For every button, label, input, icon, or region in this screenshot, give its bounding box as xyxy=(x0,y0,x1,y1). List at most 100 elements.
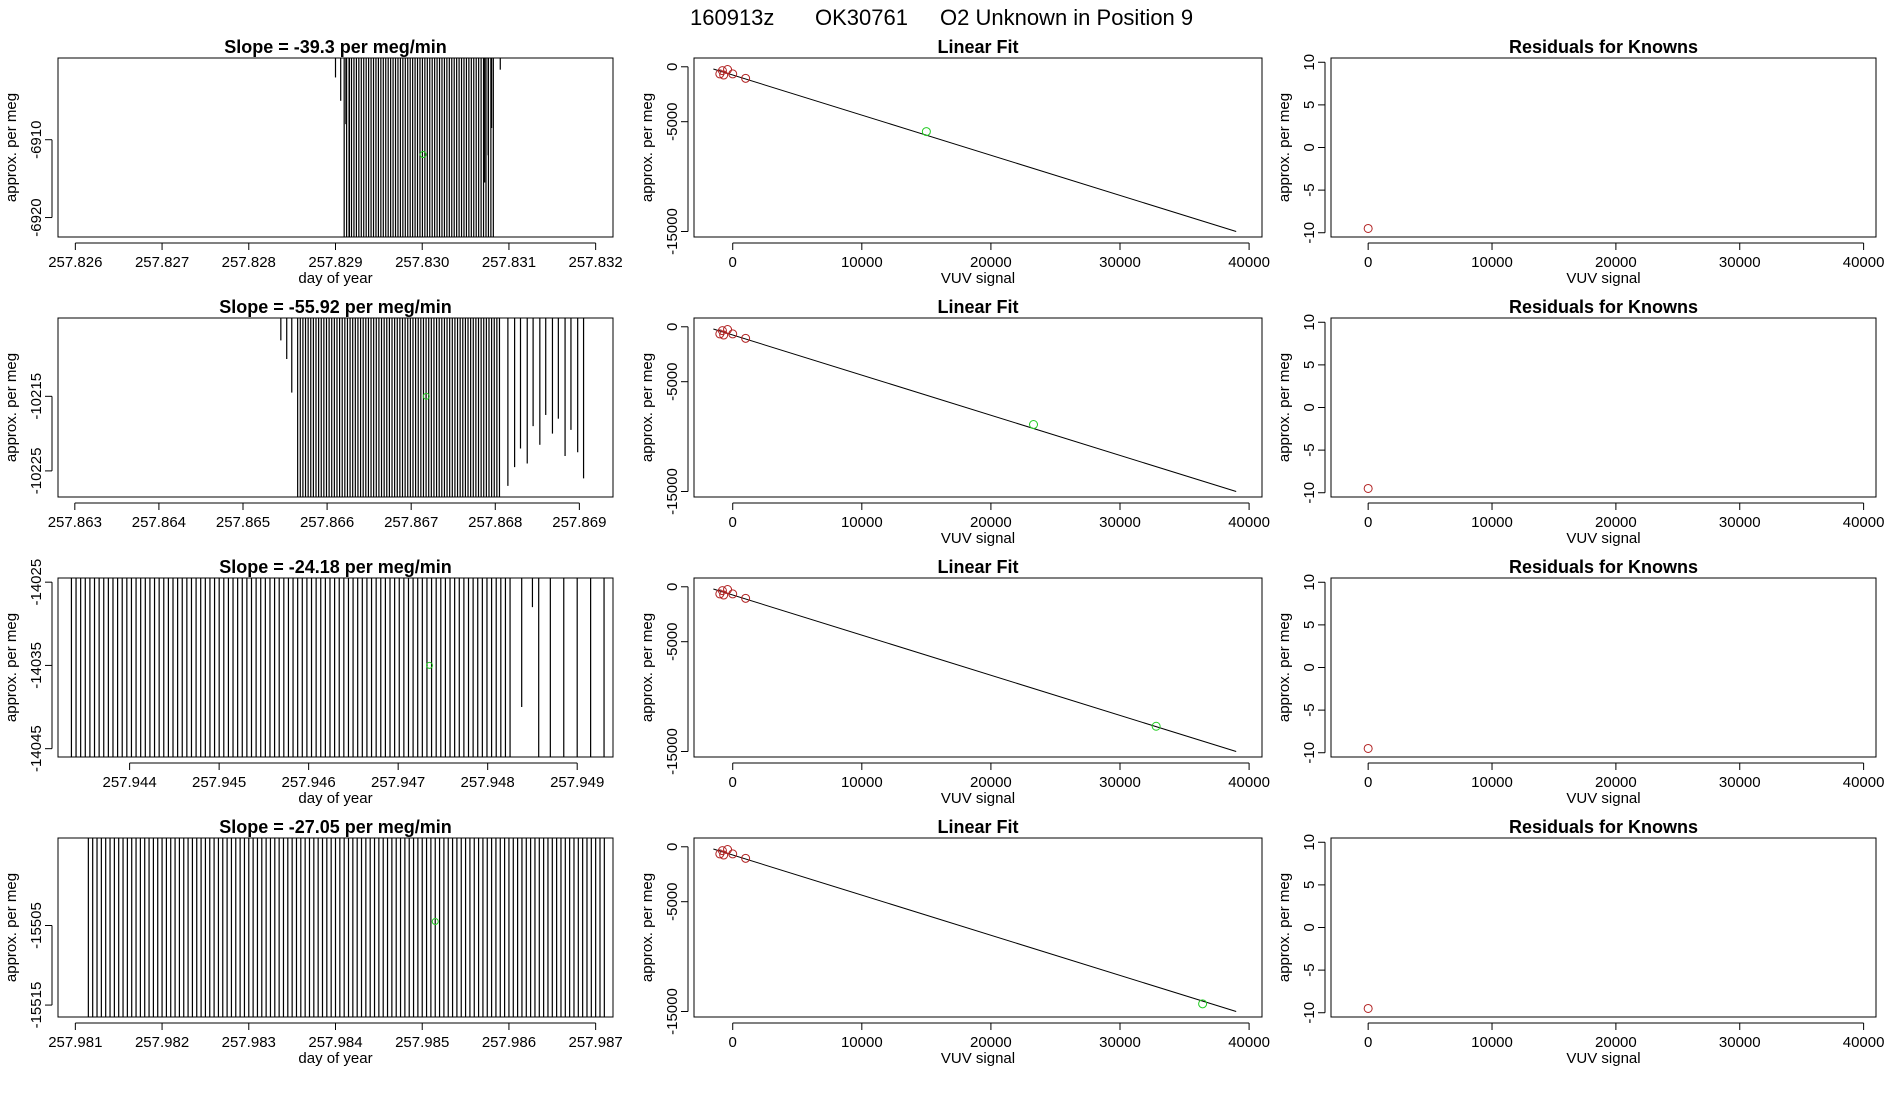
chart-panel-fit-row3: Linear Fit 0 10000 20000 30000 40000 VUV signa… xyxy=(639,557,1270,807)
y-axis-label: approx. per meg xyxy=(639,873,656,982)
y-tick-label: -5 xyxy=(1301,443,1318,456)
known-point xyxy=(728,69,738,79)
x-axis: 0 10000 20000 30000 40000 xyxy=(1364,242,1884,271)
y-axis-label: approx. per meg xyxy=(3,93,20,202)
y-tick-label: -15000 xyxy=(664,468,681,515)
y-axis: -15505 -15515 xyxy=(28,902,53,1028)
x-tick-label: 257.986 xyxy=(482,1034,536,1051)
x-tick-label: 0 xyxy=(729,254,737,271)
known-point xyxy=(741,73,751,83)
x-tick-label: 10000 xyxy=(841,1034,883,1051)
x-tick-label: 0 xyxy=(729,514,737,531)
unknown-point xyxy=(921,127,931,137)
y-tick-label: 0 xyxy=(664,323,681,331)
residual-point xyxy=(1363,743,1373,753)
x-axis-label: VUV signal xyxy=(1566,1050,1640,1067)
plot-area xyxy=(334,58,501,237)
unknown-point xyxy=(1029,420,1039,430)
x-tick-label: 20000 xyxy=(1595,1034,1637,1051)
fit-line xyxy=(713,848,1237,1012)
plot-frame xyxy=(693,317,1263,498)
y-tick-label: -15505 xyxy=(28,902,45,949)
x-tick-label: 257.948 xyxy=(461,774,515,791)
known-point xyxy=(717,586,727,596)
y-axis: 0 -5000 -15000 xyxy=(664,63,689,255)
x-tick-label: 40000 xyxy=(1228,254,1270,271)
known-point xyxy=(723,65,733,75)
x-tick-label: 30000 xyxy=(1099,254,1141,271)
plot-area xyxy=(713,65,1237,232)
plot-area xyxy=(1363,743,1373,753)
x-axis-label: day of year xyxy=(298,270,372,287)
x-tick-label: 20000 xyxy=(970,774,1012,791)
y-tick-label: -10225 xyxy=(28,448,45,495)
plot-frame xyxy=(57,317,614,498)
x-tick-label: 257.985 xyxy=(395,1034,449,1051)
y-axis-label: approx. per meg xyxy=(1276,613,1293,722)
x-tick-label: 257.831 xyxy=(482,254,536,271)
panel-title: Slope = -55.92 per meg/min xyxy=(219,297,452,317)
plot-frame xyxy=(57,577,614,758)
x-tick-label: 20000 xyxy=(1595,254,1637,271)
known-point xyxy=(741,333,751,343)
panel-title: Slope = -27.05 per meg/min xyxy=(219,817,452,837)
x-axis: 257.981 257.982 257.983 257.984 257.985 257.9… xyxy=(48,1022,623,1051)
x-tick-label: 257.945 xyxy=(192,774,246,791)
x-axis: 0 10000 20000 30000 40000 xyxy=(729,762,1270,791)
y-axis-label: approx. per meg xyxy=(639,613,656,722)
x-tick-label: 30000 xyxy=(1099,1034,1141,1051)
x-tick-label: 257.984 xyxy=(308,1034,362,1051)
x-tick-label: 30000 xyxy=(1099,514,1141,531)
plot-frame xyxy=(1330,317,1877,498)
y-tick-label: -10 xyxy=(1301,1002,1318,1024)
x-axis: 0 10000 20000 30000 40000 xyxy=(1364,762,1884,791)
y-tick-label: 0 xyxy=(664,63,681,71)
x-tick-label: 257.866 xyxy=(300,514,354,531)
chart-panel-fit-row4: Linear Fit 0 10000 20000 30000 40000 VUV signa… xyxy=(639,817,1270,1067)
unknown-point xyxy=(1198,999,1208,1009)
x-tick-label: 20000 xyxy=(970,254,1012,271)
x-tick-label: 30000 xyxy=(1719,1034,1761,1051)
panel-title: Residuals for Knowns xyxy=(1509,297,1698,317)
unknown-point xyxy=(431,918,439,926)
x-tick-label: 0 xyxy=(1364,254,1372,271)
x-axis: 257.863 257.864 257.865 257.866 257.867 257.8… xyxy=(48,502,606,531)
y-axis: 10 5 0 -5 -10 xyxy=(1301,834,1326,1024)
x-tick-label: 257.863 xyxy=(48,514,102,531)
panel-title: Slope = -39.3 per meg/min xyxy=(224,37,447,57)
panel-title: Residuals for Knowns xyxy=(1509,557,1698,577)
plot-area xyxy=(1363,223,1373,233)
y-tick-label: -5 xyxy=(1301,183,1318,196)
known-point xyxy=(723,845,733,855)
plot-area xyxy=(280,318,585,497)
plot-area xyxy=(87,838,605,1017)
x-axis: 0 10000 20000 30000 40000 xyxy=(1364,1022,1884,1051)
x-tick-label: 20000 xyxy=(1595,514,1637,531)
x-tick-label: 10000 xyxy=(1471,514,1513,531)
y-tick-label: 10 xyxy=(1301,834,1318,851)
x-tick-label: 10000 xyxy=(841,514,883,531)
y-axis: 10 5 0 -5 -10 xyxy=(1301,314,1326,504)
plot-frame xyxy=(1330,577,1877,758)
y-tick-label: -6920 xyxy=(28,198,45,236)
y-tick-label: 0 xyxy=(1301,663,1318,671)
y-tick-label: -5 xyxy=(1301,703,1318,716)
fit-line xyxy=(713,68,1237,232)
x-tick-label: 257.865 xyxy=(216,514,270,531)
x-tick-label: 257.832 xyxy=(569,254,623,271)
fit-line xyxy=(713,328,1237,492)
known-point xyxy=(717,326,727,336)
y-axis-label: approx. per meg xyxy=(1276,873,1293,982)
x-tick-label: 40000 xyxy=(1843,514,1885,531)
plot-area xyxy=(713,845,1237,1012)
y-axis: -6910 -6920 xyxy=(28,121,53,237)
x-tick-label: 257.987 xyxy=(569,1034,623,1051)
chart-panel-residual-row3: Residuals for Knowns 0 10000 20000 30000 4000… xyxy=(1276,557,1884,807)
y-axis-label: approx. per meg xyxy=(639,353,656,462)
x-axis-label: VUV signal xyxy=(941,530,1015,547)
x-axis: 0 10000 20000 30000 40000 xyxy=(729,502,1270,531)
figure-title-description: O2 Unknown in Position 9 xyxy=(940,5,1193,30)
unknown-point xyxy=(419,151,427,159)
chart-panel-fit-row2: Linear Fit 0 10000 20000 30000 40000 VUV signa… xyxy=(639,297,1270,547)
